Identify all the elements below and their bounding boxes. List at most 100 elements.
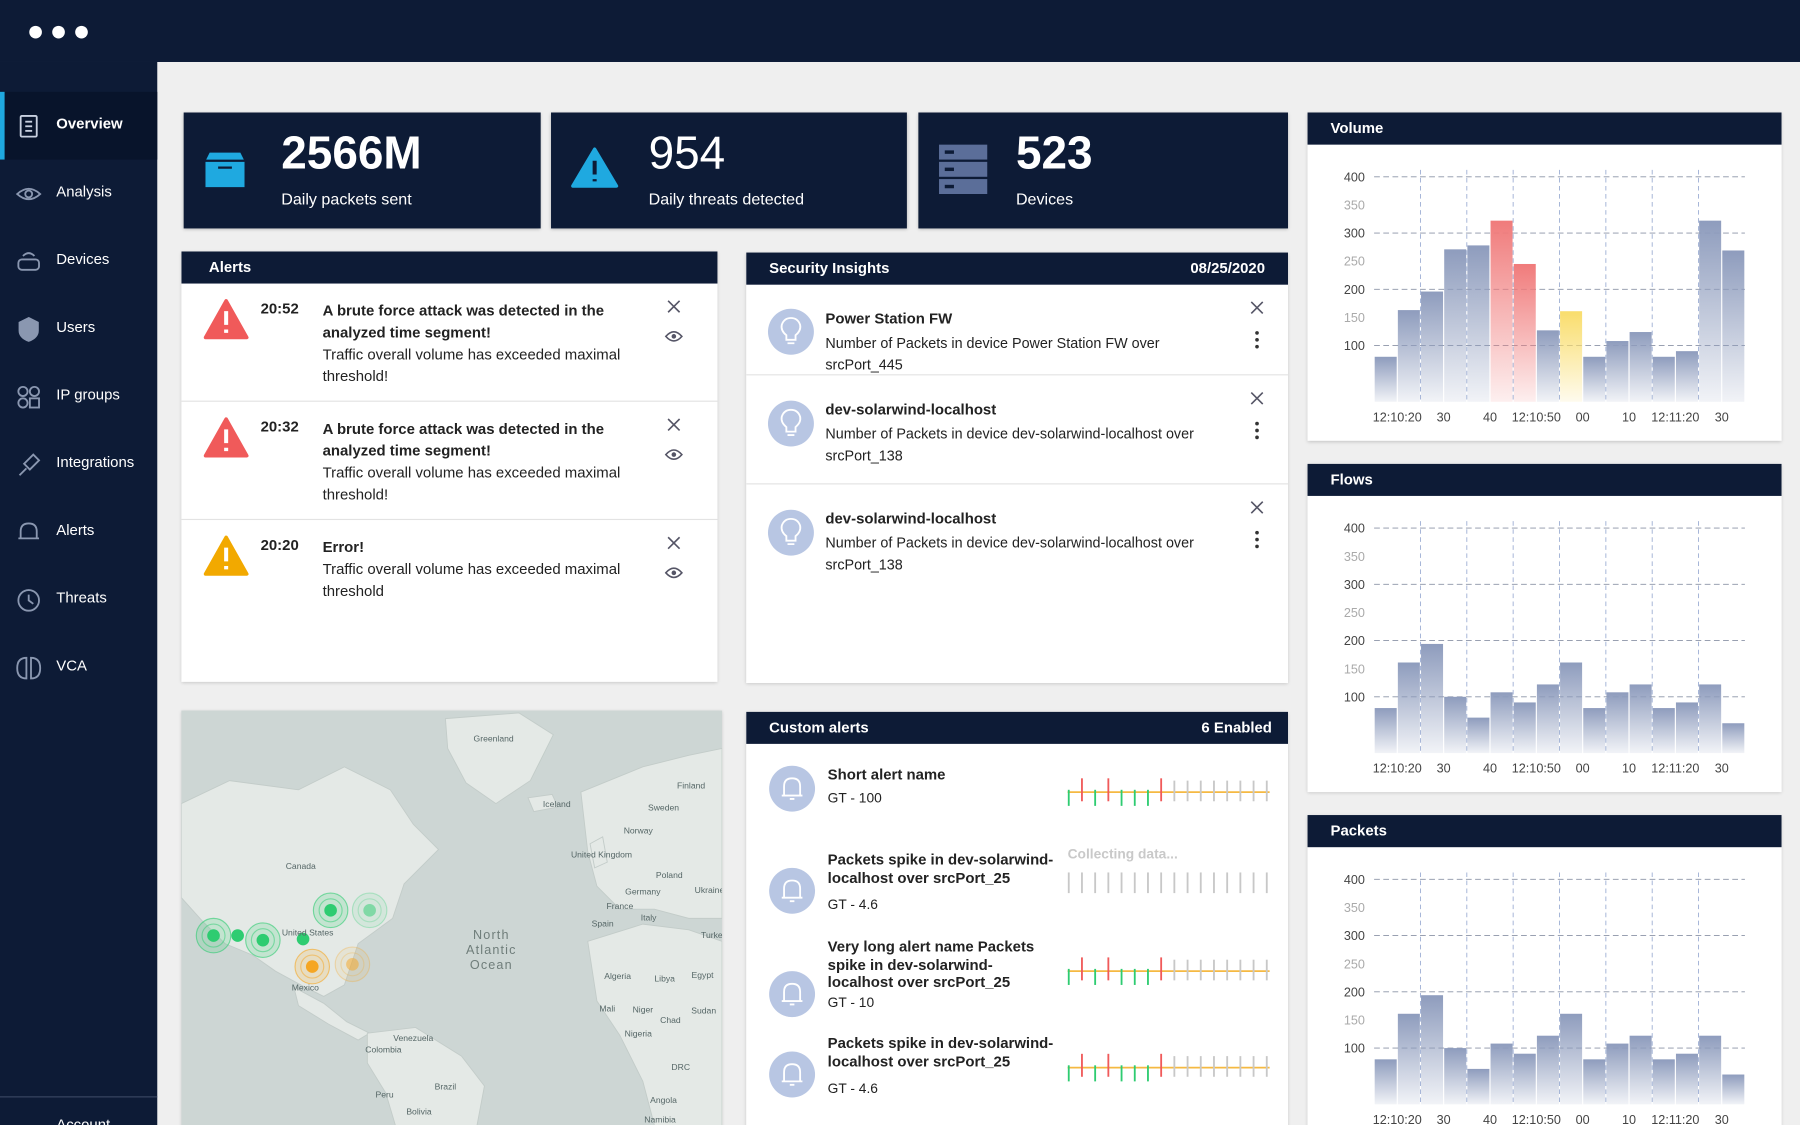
marker-ring [300,954,325,979]
insight-body: Number of Packets in device Power Statio… [825,335,1160,374]
map-label: Canada [286,861,316,871]
custom-alerts-title: Custom alerts [769,718,869,736]
bar [1629,332,1652,402]
bell-icon [769,971,816,1018]
map-label: Nigeria [625,1029,652,1039]
nav-item[interactable]: Users [0,295,157,363]
bar [1675,702,1698,754]
bar [1397,1013,1420,1105]
bell [781,982,803,1006]
insight-actions [1250,301,1264,349]
nav-label: Overview [56,114,123,133]
menu-dot [1255,435,1259,440]
map-label: Peru [375,1089,393,1099]
server-led [944,184,954,189]
map-label: Mexico [292,983,319,993]
nav-icon-shape [17,589,40,612]
x-tick-label: 30 [1715,762,1729,776]
bar [1722,1074,1745,1105]
bar [1467,245,1490,402]
alert-title: A brute force attack was detected in the… [322,301,604,341]
y-tick-label: 150 [1344,662,1365,676]
view-button-pupil [671,570,677,576]
menu-button[interactable] [1255,530,1259,549]
y-tick-label: 400 [1344,522,1365,536]
custom-alert-rule: GT - 10 [827,994,875,1011]
menu-button[interactable] [1255,331,1259,349]
alert-body: Traffic overall volume has exceeded maxi… [322,345,621,385]
bar [1397,662,1420,754]
menu-dot [1255,530,1259,535]
server-unit [939,161,988,177]
view-button[interactable] [664,449,683,460]
insight-item: Power Station FW Number of Packets in dev… [746,285,1289,376]
x-tick-label: 00 [1576,410,1590,424]
close-button[interactable] [667,300,681,313]
bar [1536,1035,1559,1105]
sidebar: Overview Analysis Devices Users IP groups Int… [0,61,158,1125]
y-tick-label: 350 [1344,550,1365,564]
bar [1722,250,1745,402]
bell-icon [769,765,816,812]
menu-dot [1255,428,1259,433]
account-label[interactable]: Account [56,1115,111,1125]
x-tick-label: 10 [1622,410,1636,424]
insight-icon-bg [767,509,814,556]
close-button[interactable] [1250,501,1264,514]
insight-icon [767,400,814,447]
menu-button[interactable] [1255,421,1259,440]
map-label: United States [282,928,334,938]
x-tick-label: 12:10:50 [1512,410,1561,424]
alerts-header: Alerts [181,251,718,284]
close-button[interactable] [667,536,681,550]
bar [1652,708,1675,754]
marker-ring [250,928,275,953]
stat-card: 523 Devices [918,112,1289,229]
map-label: Namibia [644,1115,676,1125]
y-tick-label: 300 [1344,929,1365,943]
alert-title: Error! [322,538,365,556]
window-dots [29,25,88,39]
nav-label: IP groups [56,385,120,403]
map-label: Bolivia [406,1107,432,1117]
marker [296,932,310,946]
insights-header: Security Insights 08/25/2020 [746,252,1289,285]
nav-item[interactable]: Threats [0,566,157,634]
insight-body: Number of Packets in device dev-solarwin… [825,534,1194,573]
custom-alerts-panel: Custom alerts 6 Enabled Short alert name G… [746,711,1289,1125]
close-button[interactable] [1250,392,1264,405]
x-tick-label: 12:10:50 [1512,1113,1561,1125]
top-bar [0,0,1800,62]
map-label: Venezuela [393,1033,433,1043]
view-button[interactable] [664,330,683,342]
alert-time: 20:32 [260,417,299,436]
nav-item[interactable]: Integrations [0,430,157,498]
nav-item[interactable]: IP groups [0,363,157,431]
chart: 100 150 200 250 300 350 400 12:10:20 30 40 12:10:5… [1344,169,1745,424]
close-button[interactable] [667,418,681,432]
nav-item[interactable]: Alerts [0,498,157,566]
bell-icon [769,1051,816,1098]
bar [1629,1035,1652,1105]
nav-item[interactable]: VCA [0,634,157,702]
view-button[interactable] [664,567,683,579]
marker [305,960,319,973]
x-tick-label: 00 [1576,762,1590,776]
nav-item[interactable]: Devices [0,227,157,295]
close-button[interactable] [1250,301,1264,314]
sparkline [1067,957,1270,985]
alert-icon [203,299,249,340]
map-label: Norway [624,825,654,835]
y-tick-label: 150 [1344,1014,1365,1028]
nav-icon [17,589,40,612]
map-label: North Atlantic Ocean [466,928,517,972]
nav-icon-shape [19,115,38,138]
map-label: United Kingdom [571,850,632,860]
insights-panel: Security Insights 08/25/2020 Power Statio… [746,252,1289,684]
y-tick-label: 250 [1344,957,1365,971]
nav-item[interactable]: Overview [0,92,157,160]
menu-dot [1255,344,1259,349]
nav-item[interactable]: Analysis [0,160,157,228]
x-tick-label: 30 [1437,1113,1451,1125]
